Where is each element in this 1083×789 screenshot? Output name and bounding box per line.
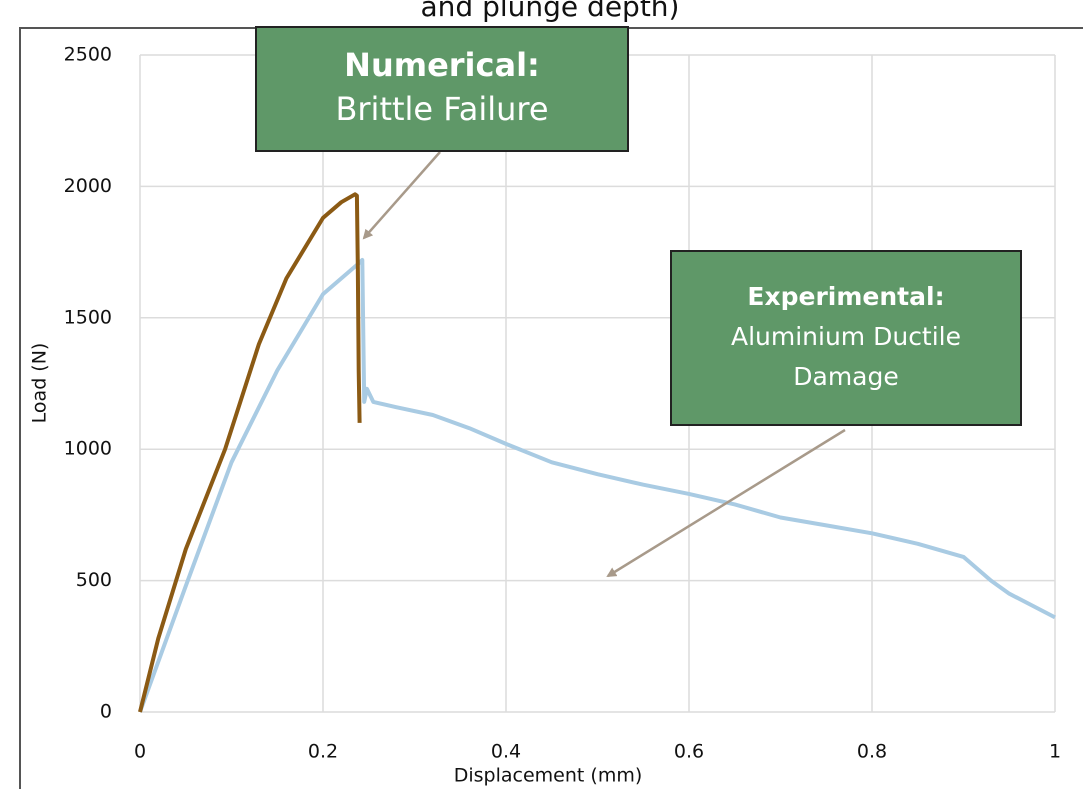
chart-title: and plunge depth) (421, 0, 680, 23)
line-series (138, 258, 1056, 713)
annotation-text: Aluminium Ductile (731, 322, 961, 351)
annotation-box (255, 26, 629, 152)
y-tick-label: 0 (100, 701, 112, 723)
y-tick-label: 1000 (64, 438, 112, 460)
annotation-arrow (362, 151, 441, 240)
annotation-heading: Experimental: (747, 282, 944, 311)
y-tick-label: 2500 (64, 44, 112, 66)
x-tick-label: 0.8 (857, 741, 887, 763)
x-tick-label: 1 (1049, 741, 1061, 763)
x-axis-label: Displacement (mm) (454, 765, 643, 787)
annotation-box (670, 250, 1022, 426)
annotation-text: Damage (793, 362, 899, 391)
x-tick-label: 0.6 (674, 741, 704, 763)
annotation-arrow (606, 428, 846, 578)
annotation-heading: Numerical: (344, 46, 540, 84)
x-tick-label: 0.4 (491, 741, 521, 763)
annotation-text: Brittle Failure (335, 90, 548, 128)
y-tick-label: 1500 (64, 306, 112, 328)
y-axis-label: Load (N) (29, 343, 51, 424)
line-series (138, 192, 362, 713)
x-tick-label: 0.2 (308, 741, 338, 763)
y-tick-label: 2000 (64, 175, 112, 197)
x-tick-label: 0 (134, 741, 146, 763)
y-tick-label: 500 (76, 569, 112, 591)
